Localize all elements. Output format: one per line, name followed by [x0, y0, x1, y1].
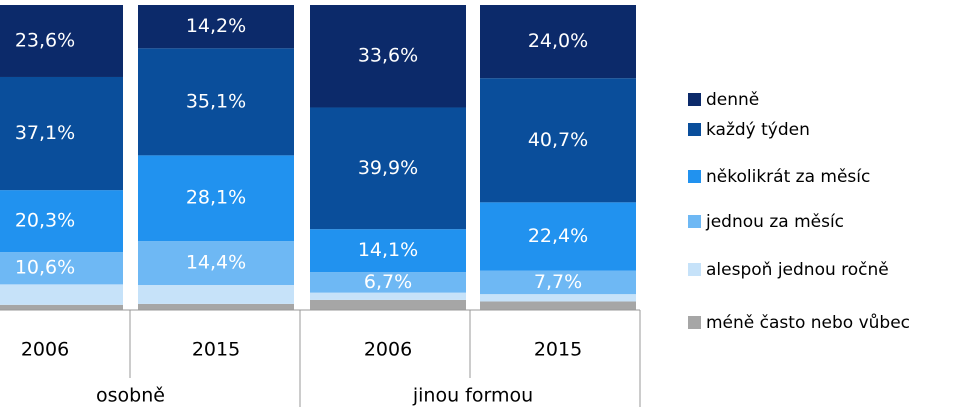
- bar-segment: [310, 299, 466, 310]
- bar-segment: [480, 5, 636, 79]
- group-label: jinou formou: [412, 385, 533, 407]
- data-label: 6,7%: [364, 271, 412, 293]
- data-label: 37,1%: [15, 122, 75, 144]
- data-label: 28,1%: [186, 187, 246, 209]
- group-label: osobně: [96, 385, 165, 407]
- data-label: 35,1%: [186, 90, 246, 112]
- x-tick-label: 2015: [534, 339, 582, 361]
- data-label: 14,1%: [358, 239, 418, 261]
- bar-segment: [480, 301, 636, 310]
- bar-segment: [138, 241, 294, 285]
- bar-segment: [0, 5, 123, 77]
- x-tick-label: 2006: [364, 339, 412, 361]
- bar-segment: [0, 190, 123, 253]
- legend-label: několikrát za měsíc: [706, 167, 870, 187]
- data-label: 39,9%: [358, 157, 418, 179]
- data-label: 7,7%: [534, 271, 582, 293]
- bar-segment: [138, 155, 294, 242]
- bar-segment: [310, 292, 466, 300]
- legend-label: méně často nebo vůbec: [706, 313, 910, 333]
- legend-label: jednou za měsíc: [705, 212, 844, 232]
- legend-label: každý týden: [706, 120, 810, 140]
- legend-swatch: [688, 215, 701, 228]
- data-label: 22,4%: [528, 225, 588, 247]
- bar-segment: [310, 5, 466, 108]
- bar-segment: [0, 284, 123, 305]
- x-tick-label: 2015: [192, 339, 240, 361]
- data-label: 33,6%: [358, 45, 418, 67]
- bar-segment: [310, 272, 466, 293]
- legend-swatch: [688, 316, 701, 329]
- legend-swatch: [688, 170, 701, 183]
- legend-label: denně: [706, 90, 759, 110]
- legend-label: alespoň jednou ročně: [706, 260, 889, 280]
- bar-segment: [0, 304, 123, 310]
- bar-segment: [480, 78, 636, 203]
- data-label: 24,0%: [528, 30, 588, 52]
- bar-segment: [138, 303, 294, 310]
- legend-swatch: [688, 93, 701, 106]
- data-label: 20,3%: [15, 210, 75, 232]
- bar-segment: [138, 5, 294, 49]
- bar-segment: [0, 252, 123, 285]
- data-label: 10,6%: [15, 257, 75, 279]
- x-tick-label: 2006: [21, 339, 69, 361]
- bar-segment: [480, 202, 636, 271]
- bar-segment: [480, 270, 636, 295]
- data-label: 40,7%: [528, 129, 588, 151]
- bar-segment: [310, 107, 466, 230]
- data-label: 14,2%: [186, 15, 246, 37]
- bar-segment: [310, 229, 466, 273]
- data-label: 14,4%: [186, 252, 246, 274]
- data-label: 23,6%: [15, 29, 75, 51]
- legend-swatch: [688, 263, 701, 276]
- bar-segment: [138, 284, 294, 304]
- bar-segment: [138, 48, 294, 156]
- legend-swatch: [688, 123, 701, 136]
- bar-segment: [480, 294, 636, 302]
- bar-segment: [0, 76, 123, 191]
